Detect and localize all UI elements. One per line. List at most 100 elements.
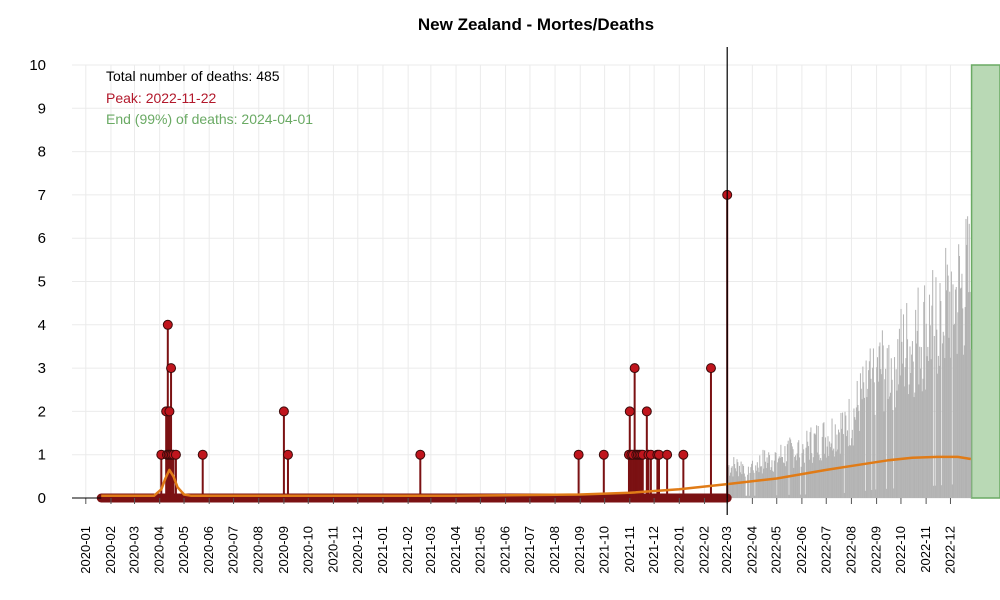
forecast-bar xyxy=(782,462,784,498)
forecast-bar xyxy=(927,346,929,498)
forecast-bar xyxy=(932,270,934,498)
x-tick-label: 2020-02 xyxy=(103,526,118,574)
forecast-bar xyxy=(861,399,863,498)
observed-point xyxy=(164,406,175,417)
forecast-bar xyxy=(758,472,760,498)
forecast-bar xyxy=(855,407,857,498)
forecast-bar xyxy=(770,467,772,498)
forecast-bar xyxy=(800,466,802,498)
forecast-bar xyxy=(902,363,904,498)
forecast-bar xyxy=(917,287,919,498)
x-tick-label: 2021-11 xyxy=(622,526,637,573)
forecast-bar xyxy=(744,476,746,498)
forecast-bar xyxy=(840,412,842,498)
forecast-bar xyxy=(928,360,930,498)
forecast-bar xyxy=(824,453,826,498)
forecast-bar xyxy=(804,494,806,498)
forecast-bar xyxy=(957,312,959,498)
forecast-bar xyxy=(774,452,776,498)
forecast-bar xyxy=(893,488,895,498)
forecast-bar xyxy=(902,314,904,498)
forecast-bar xyxy=(749,472,751,498)
forecast-bar xyxy=(816,452,818,498)
fit-line-layer xyxy=(101,455,971,498)
forecast-bar xyxy=(761,473,763,498)
y-tick-label: 1 xyxy=(38,447,46,464)
forecast-bar xyxy=(822,423,824,498)
x-tick-label: 2020-06 xyxy=(201,526,216,574)
forecast-bar xyxy=(859,373,861,498)
observed-point xyxy=(624,406,635,417)
forecast-bar xyxy=(954,323,956,498)
x-tick-label: 2022-05 xyxy=(769,526,784,574)
forecast-bar xyxy=(740,461,742,498)
observed-point xyxy=(282,449,293,460)
forecast-bar xyxy=(794,455,796,498)
forecast-bar xyxy=(928,294,930,498)
x-tick-label: 2020-11 xyxy=(325,526,340,573)
forecast-bar xyxy=(948,337,950,498)
forecast-bar xyxy=(886,348,888,498)
forecast-bar xyxy=(826,446,828,498)
forecast-bar xyxy=(803,462,805,498)
forecast-bar xyxy=(747,474,749,498)
forecast-bar xyxy=(810,427,812,498)
forecast-bar xyxy=(892,410,894,498)
forecast-bar xyxy=(855,419,857,498)
forecast-bar xyxy=(823,422,825,498)
forecast-bar xyxy=(851,429,853,498)
x-tick-label: 2020-05 xyxy=(176,526,191,574)
y-tick-label: 7 xyxy=(38,187,46,204)
observed-point xyxy=(197,449,208,460)
forecast-bar xyxy=(815,434,817,498)
forecast-bar xyxy=(760,466,762,498)
forecast-bar xyxy=(754,495,756,498)
forecast-bar xyxy=(783,463,785,498)
forecast-bar xyxy=(909,346,911,498)
end-99-band xyxy=(970,64,1000,499)
x-tick-label: 2021-03 xyxy=(423,526,438,574)
forecast-bar xyxy=(831,418,833,498)
forecast-bar xyxy=(833,456,835,498)
y-tick-label: 2 xyxy=(38,403,46,420)
forecast-bar xyxy=(846,430,848,498)
forecast-bar xyxy=(730,472,732,498)
forecast-bar xyxy=(746,495,748,498)
x-tick-label: 2021-01 xyxy=(375,526,390,574)
forecast-bar xyxy=(908,384,910,498)
forecast-bar xyxy=(945,247,947,498)
forecast-bar xyxy=(734,464,736,498)
forecast-bar xyxy=(915,309,917,498)
forecast-bar xyxy=(967,216,969,498)
forecast-bar xyxy=(841,428,843,498)
x-tick-label: 2021-10 xyxy=(597,526,612,574)
forecast-bar xyxy=(814,433,816,498)
end-annotation: End (99%) of deaths: 2024-04-01 xyxy=(106,111,313,127)
x-tick-label: 2021-12 xyxy=(646,526,661,574)
forecast-bar xyxy=(811,453,813,498)
forecast-bar xyxy=(827,436,829,498)
forecast-bar xyxy=(785,466,787,498)
x-tick-label: 2022-06 xyxy=(794,526,809,574)
forecast-bar xyxy=(867,388,869,498)
forecast-bar xyxy=(838,429,840,498)
forecast-bar xyxy=(866,397,868,498)
forecast-bar xyxy=(940,301,942,498)
forecast-bar xyxy=(791,446,793,498)
forecast-bar xyxy=(882,345,884,498)
forecast-bar xyxy=(920,347,922,498)
forecast-bar xyxy=(821,436,823,498)
forecast-bar xyxy=(967,292,969,498)
forecast-bar xyxy=(952,284,954,498)
forecast-bar xyxy=(941,485,943,498)
forecast-bar xyxy=(851,438,853,498)
forecast-bar xyxy=(937,373,939,498)
forecast-bar xyxy=(875,489,877,498)
observed-point xyxy=(170,449,181,460)
forecast-bar xyxy=(753,472,755,498)
forecast-bar xyxy=(806,430,808,498)
forecast-bar xyxy=(937,355,939,498)
forecast-bar xyxy=(894,407,896,498)
forecast-bar xyxy=(891,379,893,498)
forecast-bar xyxy=(792,449,794,498)
